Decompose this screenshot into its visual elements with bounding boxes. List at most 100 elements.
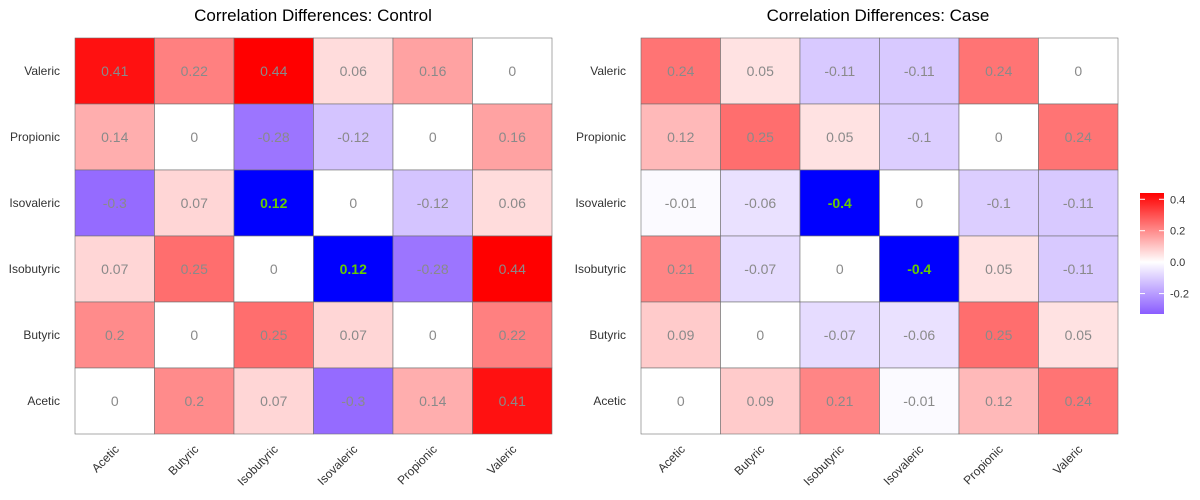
color-scale-legend: 0.4 0.2 0.0 -0.2 [1140, 193, 1189, 314]
case-cell-value: 0 [836, 261, 844, 277]
case-cell-value: 0.21 [667, 261, 694, 277]
control-cell-value: 0.14 [101, 129, 128, 145]
case-cell [879, 103, 960, 171]
case-cell-value: 0.12 [667, 129, 694, 145]
case-cell [1038, 301, 1119, 369]
case-cell-value: 0.24 [1065, 393, 1092, 409]
case-cell-value: 0 [1074, 63, 1082, 79]
control-cell-value: 0.44 [499, 261, 526, 277]
case-x-tick-label: Acetic [655, 442, 688, 475]
control-cell [74, 169, 155, 237]
case-y-tick-label: Valeric [590, 64, 626, 78]
case-cell [640, 103, 721, 171]
control-cell-value: 0.07 [260, 393, 287, 409]
control-cell-value: 0 [270, 261, 278, 277]
case-cell-value: -0.4 [907, 261, 931, 277]
case-cell-value: 0.12 [985, 393, 1012, 409]
control-cell-value: 0 [429, 129, 437, 145]
control-cell [74, 37, 155, 105]
case-cell [720, 169, 801, 237]
case-cell [799, 103, 880, 171]
case-x-tick-label: Isobutyric [801, 442, 847, 488]
case-cell-value: 0.25 [747, 129, 774, 145]
case-y-tick-label: Isovaleric [575, 196, 626, 210]
case-cell-value: 0.05 [826, 129, 853, 145]
case-cell [879, 301, 960, 369]
case-cell [1038, 169, 1119, 237]
case-cell-value: 0.09 [747, 393, 774, 409]
legend-colorbar [1140, 193, 1164, 314]
control-cell [233, 235, 314, 303]
case-cell [640, 169, 721, 237]
control-x-tick-label: Butyric [166, 442, 202, 478]
case-cell-value: 0.05 [1065, 327, 1092, 343]
control-cell [313, 301, 394, 369]
case-cell [720, 235, 801, 303]
control-cell-value: 0 [349, 195, 357, 211]
control-x-tick-label: Isobutyric [235, 442, 281, 488]
control-cell-value: 0.12 [260, 195, 287, 211]
control-cell-value: 0.16 [419, 63, 446, 79]
control-cell-value: 0 [190, 129, 198, 145]
control-cell-value: -0.28 [258, 129, 290, 145]
case-cell [640, 37, 721, 105]
control-cell [313, 367, 394, 435]
control-cell-value: 0.44 [260, 63, 287, 79]
case-cell [720, 37, 801, 105]
case-y-tick-label: Propionic [576, 130, 626, 144]
case-cell [958, 103, 1039, 171]
control-cell-value: -0.3 [103, 195, 127, 211]
control-cell [154, 169, 235, 237]
control-x-tick-label: Acetic [89, 442, 122, 475]
control-y-tick-label: Valeric [24, 64, 60, 78]
case-cell [799, 169, 880, 237]
case-cell [799, 235, 880, 303]
control-y-tick-label: Acetic [27, 394, 60, 408]
legend-tick-label: 0.2 [1170, 226, 1185, 238]
legend-tick-label: -0.2 [1170, 289, 1189, 301]
case-cell-value: -0.11 [824, 63, 855, 79]
control-cell-value: -0.28 [417, 261, 449, 277]
case-cell-value: -0.01 [665, 195, 697, 211]
case-cell-value: 0.09 [667, 327, 694, 343]
case-cell-value: 0.24 [1065, 129, 1092, 145]
control-cell-value: 0.2 [185, 393, 205, 409]
case-cell [720, 367, 801, 435]
control-cell [472, 301, 553, 369]
control-y-tick-label: Butyric [23, 328, 60, 342]
control-cell [313, 235, 394, 303]
case-cell [958, 169, 1039, 237]
control-cell [154, 235, 235, 303]
case-cell-value: -0.07 [744, 261, 776, 277]
control-cell-value: 0 [429, 327, 437, 343]
control-cell [233, 169, 314, 237]
control-cell-value: 0.41 [101, 63, 128, 79]
case-cell-value: -0.4 [828, 195, 852, 211]
case-cell-value: -0.06 [744, 195, 776, 211]
control-cell [74, 301, 155, 369]
case-heatmap-title: Correlation Differences: Case [767, 6, 990, 25]
case-x-tick-label: Valeric [1050, 442, 1085, 477]
control-cell [154, 37, 235, 105]
case-cell [640, 301, 721, 369]
control-cell [392, 169, 473, 237]
control-cell-value: 0.22 [499, 327, 526, 343]
control-cell-value: 0.22 [181, 63, 208, 79]
case-cell-value: 0.05 [985, 261, 1012, 277]
case-cell-value: 0.24 [985, 63, 1012, 79]
control-cell-value: 0.12 [340, 261, 367, 277]
control-cell-value: 0.41 [499, 393, 526, 409]
control-x-tick-label: Isovaleric [315, 442, 361, 488]
case-cell-value: 0.05 [747, 63, 774, 79]
case-cell-value: 0 [995, 129, 1003, 145]
control-cell-value: -0.12 [337, 129, 369, 145]
control-heatmap: 0.41 0.22 0.44 0.06 0.16 0 Valeric 0.14 0 -0.28 -0… [9, 37, 553, 488]
case-cell-value: -0.1 [907, 129, 931, 145]
control-heatmap-title: Correlation Differences: Control [194, 6, 432, 25]
case-cell-value: 0 [677, 393, 685, 409]
case-heatmap: 0.24 0.05 -0.11 -0.11 0.24 0 Valeric 0.12 0.25 0.… [575, 37, 1119, 488]
control-cell [472, 367, 553, 435]
case-y-tick-label: Isobutyric [575, 262, 626, 276]
control-cell-value: 0 [508, 63, 516, 79]
case-cell [799, 367, 880, 435]
